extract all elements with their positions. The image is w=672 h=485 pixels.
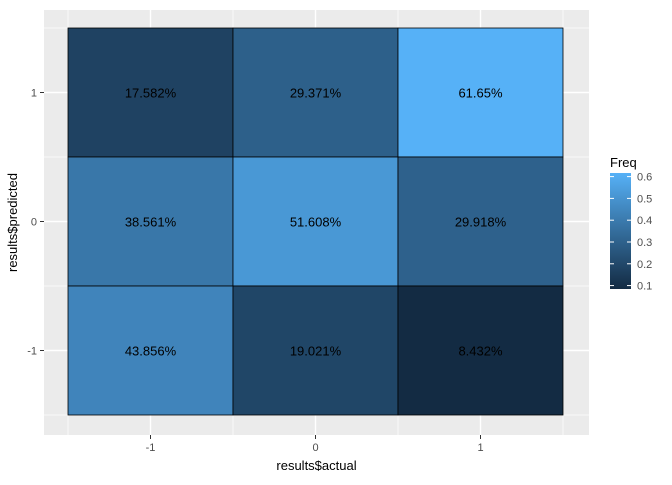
legend-title: Freq	[610, 155, 637, 170]
x-tick-label: 0	[312, 442, 318, 454]
legend-tick-label: 0.6	[637, 172, 652, 184]
heatmap-tile	[67, 27, 234, 158]
tile-value-label: 29.918%	[455, 215, 507, 230]
x-axis-title: results$actual	[276, 458, 356, 473]
tile-value-label: 8.432%	[458, 344, 503, 359]
tile-value-label: 61.65%	[458, 86, 503, 101]
tile-value-label: 29.371%	[290, 86, 342, 101]
y-axis-title: results$predicted	[5, 173, 20, 272]
tile-value-label: 17.582%	[125, 86, 177, 101]
x-axis: -1 0 1	[146, 435, 484, 454]
legend-tick-label: 0.1	[637, 281, 652, 293]
tile-value-label: 38.561%	[125, 215, 177, 230]
legend-tick-label: 0.3	[637, 237, 652, 249]
legend-ticks: 0.1 0.2 0.3 0.4 0.5 0.6	[610, 172, 652, 293]
tile-value-label: 43.856%	[125, 344, 177, 359]
x-tick-label: 1	[477, 442, 483, 454]
heatmap-tile	[67, 285, 234, 416]
tiles	[67, 27, 564, 416]
tile-labels: 17.582% 29.371% 61.65% 38.561% 51.608% 29.918…	[125, 86, 507, 359]
heatmap-tile	[397, 285, 564, 416]
heatmap-tile	[397, 156, 564, 287]
legend-tick-label: 0.5	[637, 193, 652, 205]
y-tick-label: 0	[31, 217, 37, 229]
heatmap-tile	[232, 27, 399, 158]
x-tick-label: -1	[146, 442, 156, 454]
heatmap-tile	[397, 27, 564, 158]
legend-colorbar	[610, 173, 631, 289]
legend-tick-label: 0.2	[637, 259, 652, 271]
legend: Freq 0.1 0.2 0.3 0.4 0.5 0.6	[610, 155, 652, 293]
heatmap-tile	[67, 156, 234, 287]
y-tick-label: -1	[27, 346, 37, 358]
y-tick-label: 1	[31, 88, 37, 100]
tile-value-label: 19.021%	[290, 344, 342, 359]
heatmap-tile	[232, 285, 399, 416]
tile-value-label: 51.608%	[290, 215, 342, 230]
legend-tick-label: 0.4	[637, 215, 652, 227]
y-axis: -1 0 1	[27, 88, 44, 358]
